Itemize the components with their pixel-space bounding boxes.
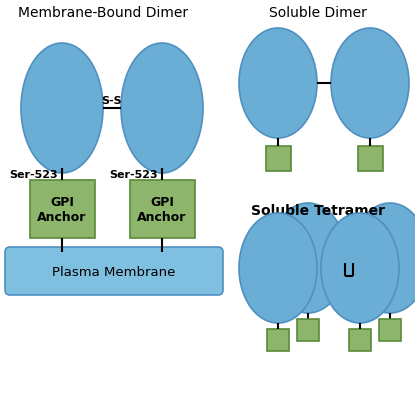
Bar	[29, 180, 95, 238]
Text: Soluble Dimer: Soluble Dimer	[269, 6, 367, 20]
Ellipse shape	[239, 29, 317, 139]
FancyBboxPatch shape	[5, 247, 223, 295]
Ellipse shape	[321, 214, 399, 323]
Bar	[297, 319, 319, 341]
Ellipse shape	[121, 44, 203, 173]
Ellipse shape	[331, 29, 409, 139]
Bar	[349, 329, 371, 351]
Bar	[129, 180, 195, 238]
Ellipse shape	[21, 44, 103, 173]
Ellipse shape	[269, 204, 347, 313]
Text: S-S: S-S	[102, 96, 122, 106]
Text: Ser-523: Ser-523	[10, 170, 58, 180]
Bar	[266, 147, 290, 171]
Text: Soluble Tetramer: Soluble Tetramer	[251, 204, 385, 218]
Ellipse shape	[239, 214, 317, 323]
Text: GPI
Anchor: GPI Anchor	[137, 195, 187, 223]
Bar	[357, 147, 383, 171]
Text: Plasma Membrane: Plasma Membrane	[52, 265, 176, 278]
Bar	[267, 329, 289, 351]
Text: Membrane-Bound Dimer: Membrane-Bound Dimer	[18, 6, 188, 20]
Bar	[379, 319, 401, 341]
Ellipse shape	[351, 204, 415, 313]
Text: Ser-523: Ser-523	[110, 170, 158, 180]
Text: GPI
Anchor: GPI Anchor	[37, 195, 87, 223]
